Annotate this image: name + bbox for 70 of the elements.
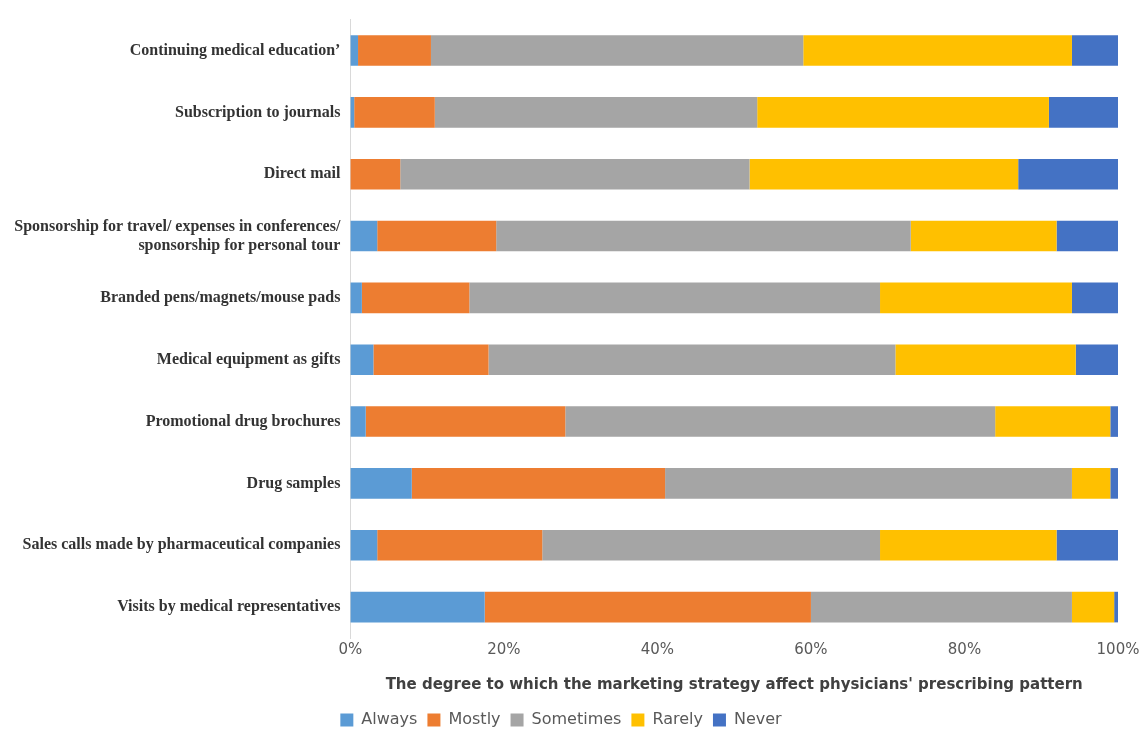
bar xyxy=(1018,158,1118,190)
x-tick-label: 20% xyxy=(487,639,521,658)
legend-label: Rarely xyxy=(652,709,703,729)
bar xyxy=(373,344,489,376)
bar xyxy=(434,97,758,128)
y-tick-label: Promotional drug brochures xyxy=(145,411,341,430)
bar xyxy=(350,282,362,314)
bar xyxy=(1075,344,1118,376)
x-tick-label: 60% xyxy=(794,639,828,658)
bar xyxy=(350,468,412,499)
bar xyxy=(1110,468,1118,499)
bar xyxy=(880,282,1072,314)
legend-label: Sometimes xyxy=(531,709,622,729)
bar xyxy=(757,97,1049,128)
bar xyxy=(350,591,485,623)
bar xyxy=(1071,35,1118,66)
bar xyxy=(803,35,1072,66)
bar xyxy=(430,35,804,66)
bar xyxy=(350,220,378,252)
bar xyxy=(565,406,996,437)
y-tick-label: Sales calls made by pharmaceutical companies xyxy=(22,535,341,554)
legend-label: Always xyxy=(361,709,418,729)
bar xyxy=(411,468,666,499)
bar xyxy=(377,220,497,252)
bar xyxy=(365,406,566,437)
legend-label: Never xyxy=(733,709,783,729)
y-tick-label: Medical equipment as gifts xyxy=(156,349,341,368)
bar xyxy=(665,468,1072,499)
bar xyxy=(484,591,811,623)
bar xyxy=(1114,591,1118,623)
bar xyxy=(377,529,543,561)
y-tick-label: Sponsorship for travel/ expenses in conferences/ sponsorship for personal tour xyxy=(14,216,341,254)
bar xyxy=(810,591,1072,623)
bar xyxy=(400,158,750,190)
bar xyxy=(1110,406,1118,437)
bar xyxy=(496,220,911,252)
bar xyxy=(469,282,881,314)
y-tick-label: Continuing medical education’ xyxy=(129,40,341,59)
y-tick-label: Subscription to journals xyxy=(174,102,341,121)
bar xyxy=(910,220,1057,252)
x-tick-label: 100% xyxy=(1096,639,1140,658)
bar xyxy=(995,406,1111,437)
x-axis-title: The degree to which the marketing strategy affect physicians' prescribing pattern xyxy=(385,674,1083,693)
bar xyxy=(354,97,435,128)
bar xyxy=(749,158,1019,190)
y-tick-label: Direct mail xyxy=(263,164,341,182)
x-tick-label: 80% xyxy=(947,639,982,658)
bar xyxy=(358,35,431,66)
bar xyxy=(1071,468,1111,499)
bar xyxy=(542,529,881,561)
bar xyxy=(488,344,896,376)
y-tick-label: Branded pens/magnets/mouse pads xyxy=(100,288,341,307)
bar xyxy=(1056,529,1118,561)
bar xyxy=(350,158,401,190)
bar xyxy=(350,529,378,561)
bar xyxy=(880,529,1057,561)
bar xyxy=(895,344,1076,376)
bar xyxy=(350,406,366,437)
bar xyxy=(361,282,470,314)
bar xyxy=(1056,220,1118,252)
bar xyxy=(1071,282,1118,314)
bar xyxy=(350,35,359,66)
bar xyxy=(350,344,374,376)
bar xyxy=(1071,591,1115,623)
y-tick-label: Visits by medical representatives xyxy=(117,597,341,616)
bar xyxy=(1048,97,1118,128)
legend-label: Mostly xyxy=(448,709,501,729)
x-tick-label: 0% xyxy=(338,639,363,658)
x-tick-label: 40% xyxy=(640,639,675,658)
y-tick-label: Drug samples xyxy=(246,473,341,492)
